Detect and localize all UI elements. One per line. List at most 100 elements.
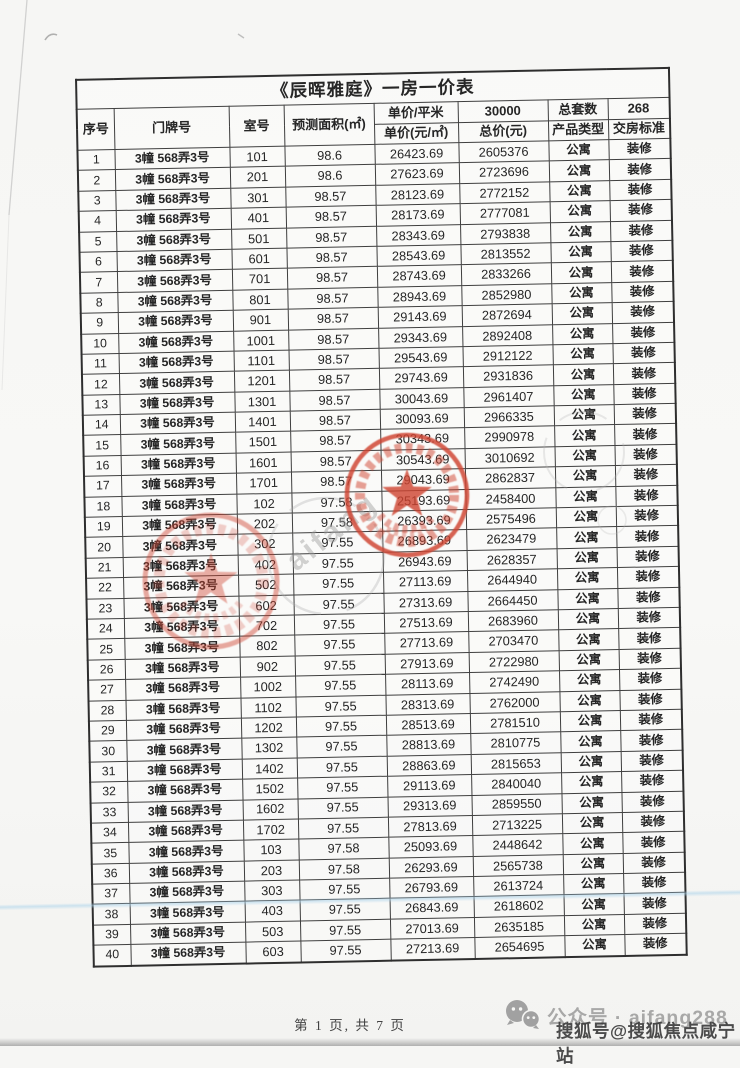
cell-unit-price: 28123.69 bbox=[375, 183, 460, 206]
table-row: 1 3幢 568弄3号 101 98.6 26423.69 2605376 公寓… bbox=[77, 138, 671, 171]
cell-delivery: 装修 bbox=[610, 240, 673, 262]
cell-product-type: 公寓 bbox=[552, 343, 613, 366]
cell-room-number: 1001 bbox=[233, 329, 289, 352]
cell-seq: 18 bbox=[84, 496, 122, 518]
cell-room-number: 1301 bbox=[234, 390, 290, 413]
table-row: 4 3幢 568弄3号 401 98.57 28173.69 2777081 公… bbox=[78, 199, 672, 232]
cell-seq: 22 bbox=[86, 577, 124, 599]
cell-seq: 25 bbox=[87, 638, 125, 660]
cell-unit-price: 29113.69 bbox=[387, 774, 472, 797]
cell-seq: 38 bbox=[92, 903, 131, 925]
cell-total-price: 2840040 bbox=[471, 772, 562, 796]
cell-unit-price: 27623.69 bbox=[374, 163, 460, 186]
cell-seq: 20 bbox=[85, 536, 123, 559]
cell-seq: 33 bbox=[90, 801, 128, 824]
cell-room-number: 403 bbox=[244, 900, 300, 922]
cell-unit-price: 29143.69 bbox=[377, 305, 463, 328]
cell-total-price: 2961407 bbox=[463, 385, 554, 408]
cell-product-type: 公寓 bbox=[549, 180, 610, 203]
cell-unit-price: 28813.69 bbox=[386, 733, 471, 756]
cell-door-number: 3幢 568弄3号 bbox=[127, 820, 244, 843]
cell-area: 98.57 bbox=[287, 307, 379, 330]
table-row: 33 3幢 568弄3号 1602 97.55 29313.69 2859550… bbox=[90, 790, 684, 824]
table-row: 35 3幢 568弄3号 103 97.58 25093.69 2448642 … bbox=[91, 831, 685, 864]
cell-total-price: 2458400 bbox=[465, 487, 556, 510]
cell-product-type: 公寓 bbox=[551, 282, 612, 304]
cell-door-number: 3幢 568弄3号 bbox=[121, 473, 237, 497]
header-unit-price-base: 30000 bbox=[457, 99, 548, 123]
cell-room-number: 1302 bbox=[241, 737, 297, 759]
cell-area: 97.55 bbox=[295, 715, 387, 738]
cell-seq: 19 bbox=[84, 516, 123, 538]
cell-unit-price: 30043.69 bbox=[379, 387, 464, 410]
cell-product-type: 公寓 bbox=[557, 588, 618, 610]
cell-door-number: 3幢 568弄3号 bbox=[129, 881, 245, 904]
cell-delivery: 装修 bbox=[619, 688, 682, 711]
cell-area: 97.55 bbox=[297, 796, 388, 819]
cell-unit-price: 27513.69 bbox=[383, 611, 469, 634]
cell-room-number: 1202 bbox=[240, 716, 297, 739]
cell-delivery: 装修 bbox=[616, 525, 679, 548]
table-row: 27 3幢 568弄3号 1002 97.55 28113.69 2742490… bbox=[88, 668, 682, 701]
cell-product-type: 公寓 bbox=[548, 139, 609, 162]
table-row: 37 3幢 568弄3号 303 97.55 26793.69 2613724 … bbox=[92, 872, 686, 905]
cell-area: 97.58 bbox=[298, 837, 389, 860]
cell-delivery: 装修 bbox=[621, 770, 684, 793]
cell-product-type: 公寓 bbox=[556, 547, 617, 569]
cell-room-number: 1602 bbox=[242, 798, 298, 821]
cell-room-number: 1002 bbox=[240, 676, 296, 698]
table-row: 28 3幢 568弄3号 1102 97.55 28313.69 2762000… bbox=[88, 688, 682, 722]
cell-room-number: 101 bbox=[229, 146, 285, 168]
cell-unit-price: 28863.69 bbox=[386, 754, 472, 777]
cell-room-number: 1102 bbox=[240, 696, 296, 719]
cell-unit-price: 27013.69 bbox=[389, 917, 475, 940]
cell-room-number: 1402 bbox=[241, 757, 298, 780]
cell-seq: 5 bbox=[79, 231, 117, 253]
table-row: 40 3幢 568弄3号 603 97.55 27213.69 2654695 … bbox=[93, 933, 687, 967]
cell-product-type: 公寓 bbox=[561, 812, 623, 834]
cell-delivery: 装修 bbox=[623, 913, 687, 935]
cell-area: 97.55 bbox=[296, 755, 388, 779]
cell-delivery: 装修 bbox=[614, 464, 678, 487]
cell-total-price: 2862837 bbox=[464, 467, 556, 490]
cell-delivery: 装修 bbox=[620, 729, 683, 752]
cell-product-type: 公寓 bbox=[554, 425, 615, 447]
cell-door-number: 3幢 568弄3号 bbox=[127, 799, 243, 823]
header-area: 预测面积(㎡) bbox=[283, 103, 375, 147]
cell-unit-price: 26843.69 bbox=[389, 896, 474, 920]
red-seal-stamp-left bbox=[142, 512, 280, 650]
page-indicator: 第 1 页, 共 7 页 bbox=[294, 1018, 406, 1033]
wechat-watermark-text: 公众号 · aifang288 bbox=[547, 1006, 728, 1029]
cell-seq: 13 bbox=[82, 394, 120, 416]
cell-door-number: 3幢 568弄3号 bbox=[127, 779, 243, 802]
cell-area: 97.55 bbox=[299, 878, 390, 901]
table-row: 39 3幢 568弄3号 503 97.55 27013.69 2635185 … bbox=[93, 913, 687, 946]
cell-room-number: 1601 bbox=[235, 451, 291, 474]
cell-area: 98.57 bbox=[286, 266, 378, 289]
cell-product-type: 公寓 bbox=[555, 506, 617, 529]
cell-unit-price: 29343.69 bbox=[378, 326, 463, 349]
cell-room-number: 902 bbox=[239, 655, 296, 678]
cell-total-price: 2772152 bbox=[459, 181, 550, 204]
cell-total-price: 2654695 bbox=[474, 935, 565, 959]
cell-total-price: 2713225 bbox=[471, 813, 563, 836]
cell-product-type: 公寓 bbox=[548, 160, 610, 182]
cell-room-number: 301 bbox=[230, 186, 286, 209]
cell-door-number: 3幢 568弄3号 bbox=[119, 391, 235, 415]
gray-watermark-circle bbox=[597, 505, 627, 535]
cell-door-number: 3幢 568弄3号 bbox=[116, 269, 233, 293]
cell-unit-price: 26293.69 bbox=[388, 856, 474, 879]
cell-total-price: 2990978 bbox=[464, 426, 555, 449]
cell-area: 98.57 bbox=[288, 368, 380, 391]
header-total-units-label: 总套数 bbox=[547, 98, 608, 121]
cell-product-type: 公寓 bbox=[559, 669, 620, 692]
cell-door-number: 3幢 568弄3号 bbox=[130, 921, 246, 945]
cell-unit-price: 25093.69 bbox=[388, 835, 473, 858]
cell-product-type: 公寓 bbox=[550, 261, 612, 284]
cell-unit-price: 27813.69 bbox=[387, 815, 473, 838]
scan-bottom-edge bbox=[0, 1038, 740, 1046]
cell-seq: 16 bbox=[83, 455, 122, 477]
table-row: 5 3幢 568弄3号 501 98.57 28343.69 2793838 公… bbox=[79, 219, 673, 253]
cell-unit-price: 27313.69 bbox=[383, 591, 468, 614]
